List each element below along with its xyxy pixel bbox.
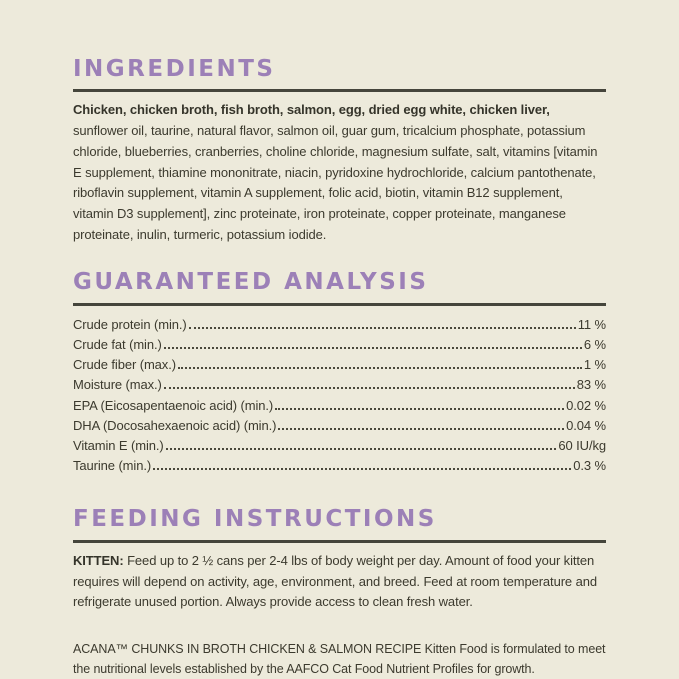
analysis-row-moisture: Moisture (max.) 83 % — [73, 375, 606, 395]
ingredients-title: INGREDIENTS — [73, 56, 276, 82]
feeding-instructions-divider — [73, 539, 606, 543]
feeding-instructions-title: FEEDING INSTRUCTIONS — [73, 506, 437, 533]
guaranteed-analysis-table: Crude protein (min.) 11 % Crude fat (min… — [73, 306, 606, 477]
dot-leader — [188, 326, 576, 329]
ingredients-divider — [73, 89, 606, 93]
dot-leader — [177, 367, 582, 370]
analysis-value: 6 % — [583, 337, 606, 352]
analysis-row-vitamin-e: Vitamin E (min.) 60 IU/kg — [73, 436, 606, 456]
analysis-label: EPA (Eicosapentaenoic acid) (min.) — [73, 397, 274, 413]
analysis-value: 1 % — [583, 357, 606, 373]
ingredients-primary-list: Chicken, chicken broth, fish broth, salm… — [73, 102, 550, 118]
dot-leader — [165, 448, 557, 451]
ingredients-secondary-list: sunflower oil, taurine, natural flavor, … — [73, 123, 598, 242]
analysis-label: DHA (Docosahexaenoic acid) (min.) — [73, 417, 277, 433]
dot-leader — [163, 347, 582, 349]
kitten-label: KITTEN: — [73, 552, 124, 568]
analysis-value: 83 % — [576, 377, 606, 393]
analysis-row-crude-protein: Crude protein (min.) 11 % — [73, 315, 606, 335]
analysis-row-taurine: Taurine (min.) 0.3 % — [73, 456, 606, 476]
dot-leader — [163, 387, 575, 390]
analysis-label: Crude protein (min.) — [73, 316, 187, 332]
analysis-value: 11 % — [577, 316, 606, 332]
analysis-row-crude-fiber: Crude fiber (max.) 1 % — [73, 355, 606, 375]
analysis-value: 0.02 % — [566, 397, 606, 413]
analysis-row-epa: EPA (Eicosapentaenoic acid) (min.) 0.02 … — [73, 396, 606, 416]
analysis-label: Crude fiber (max.) — [73, 357, 176, 373]
dot-leader — [278, 427, 565, 430]
analysis-value: 60 IU/kg — [558, 438, 606, 454]
kitten-instructions: Feed up to 2 ½ cans per 2-4 lbs of body … — [73, 552, 597, 610]
dot-leader — [153, 468, 572, 471]
section-ingredients: INGREDIENTS Chicken, chicken broth, fish… — [73, 56, 606, 245]
feeding-instructions-text: KITTEN: Feed up to 2 ½ cans per 2-4 lbs … — [73, 543, 606, 613]
analysis-row-crude-fat: Crude fat (min.) 6 % — [73, 335, 606, 355]
analysis-label: Vitamin E (min.) — [73, 438, 164, 454]
analysis-value: 0.04 % — [566, 417, 606, 433]
analysis-label: Taurine (min.) — [73, 458, 152, 474]
ingredients-text: Chicken, chicken broth, fish broth, salm… — [73, 92, 606, 245]
section-guaranteed-analysis: GUARANTEED ANALYSIS Crude protein (min.)… — [73, 269, 606, 476]
analysis-row-dha: DHA (Docosahexaenoic acid) (min.) 0.04 % — [73, 416, 606, 436]
analysis-label: Moisture (max.) — [73, 377, 162, 393]
section-feeding-instructions: FEEDING INSTRUCTIONS KITTEN: Feed up to … — [73, 506, 606, 679]
aafco-statement: ACANA™ CHUNKS IN BROTH CHICKEN & SALMON … — [73, 641, 606, 677]
guaranteed-analysis-divider — [73, 302, 606, 306]
dot-leader — [275, 407, 565, 410]
analysis-value: 0.3 % — [573, 458, 606, 474]
analysis-label: Crude fat (min.) — [73, 337, 162, 352]
guaranteed-analysis-title: GUARANTEED ANALYSIS — [73, 269, 429, 296]
